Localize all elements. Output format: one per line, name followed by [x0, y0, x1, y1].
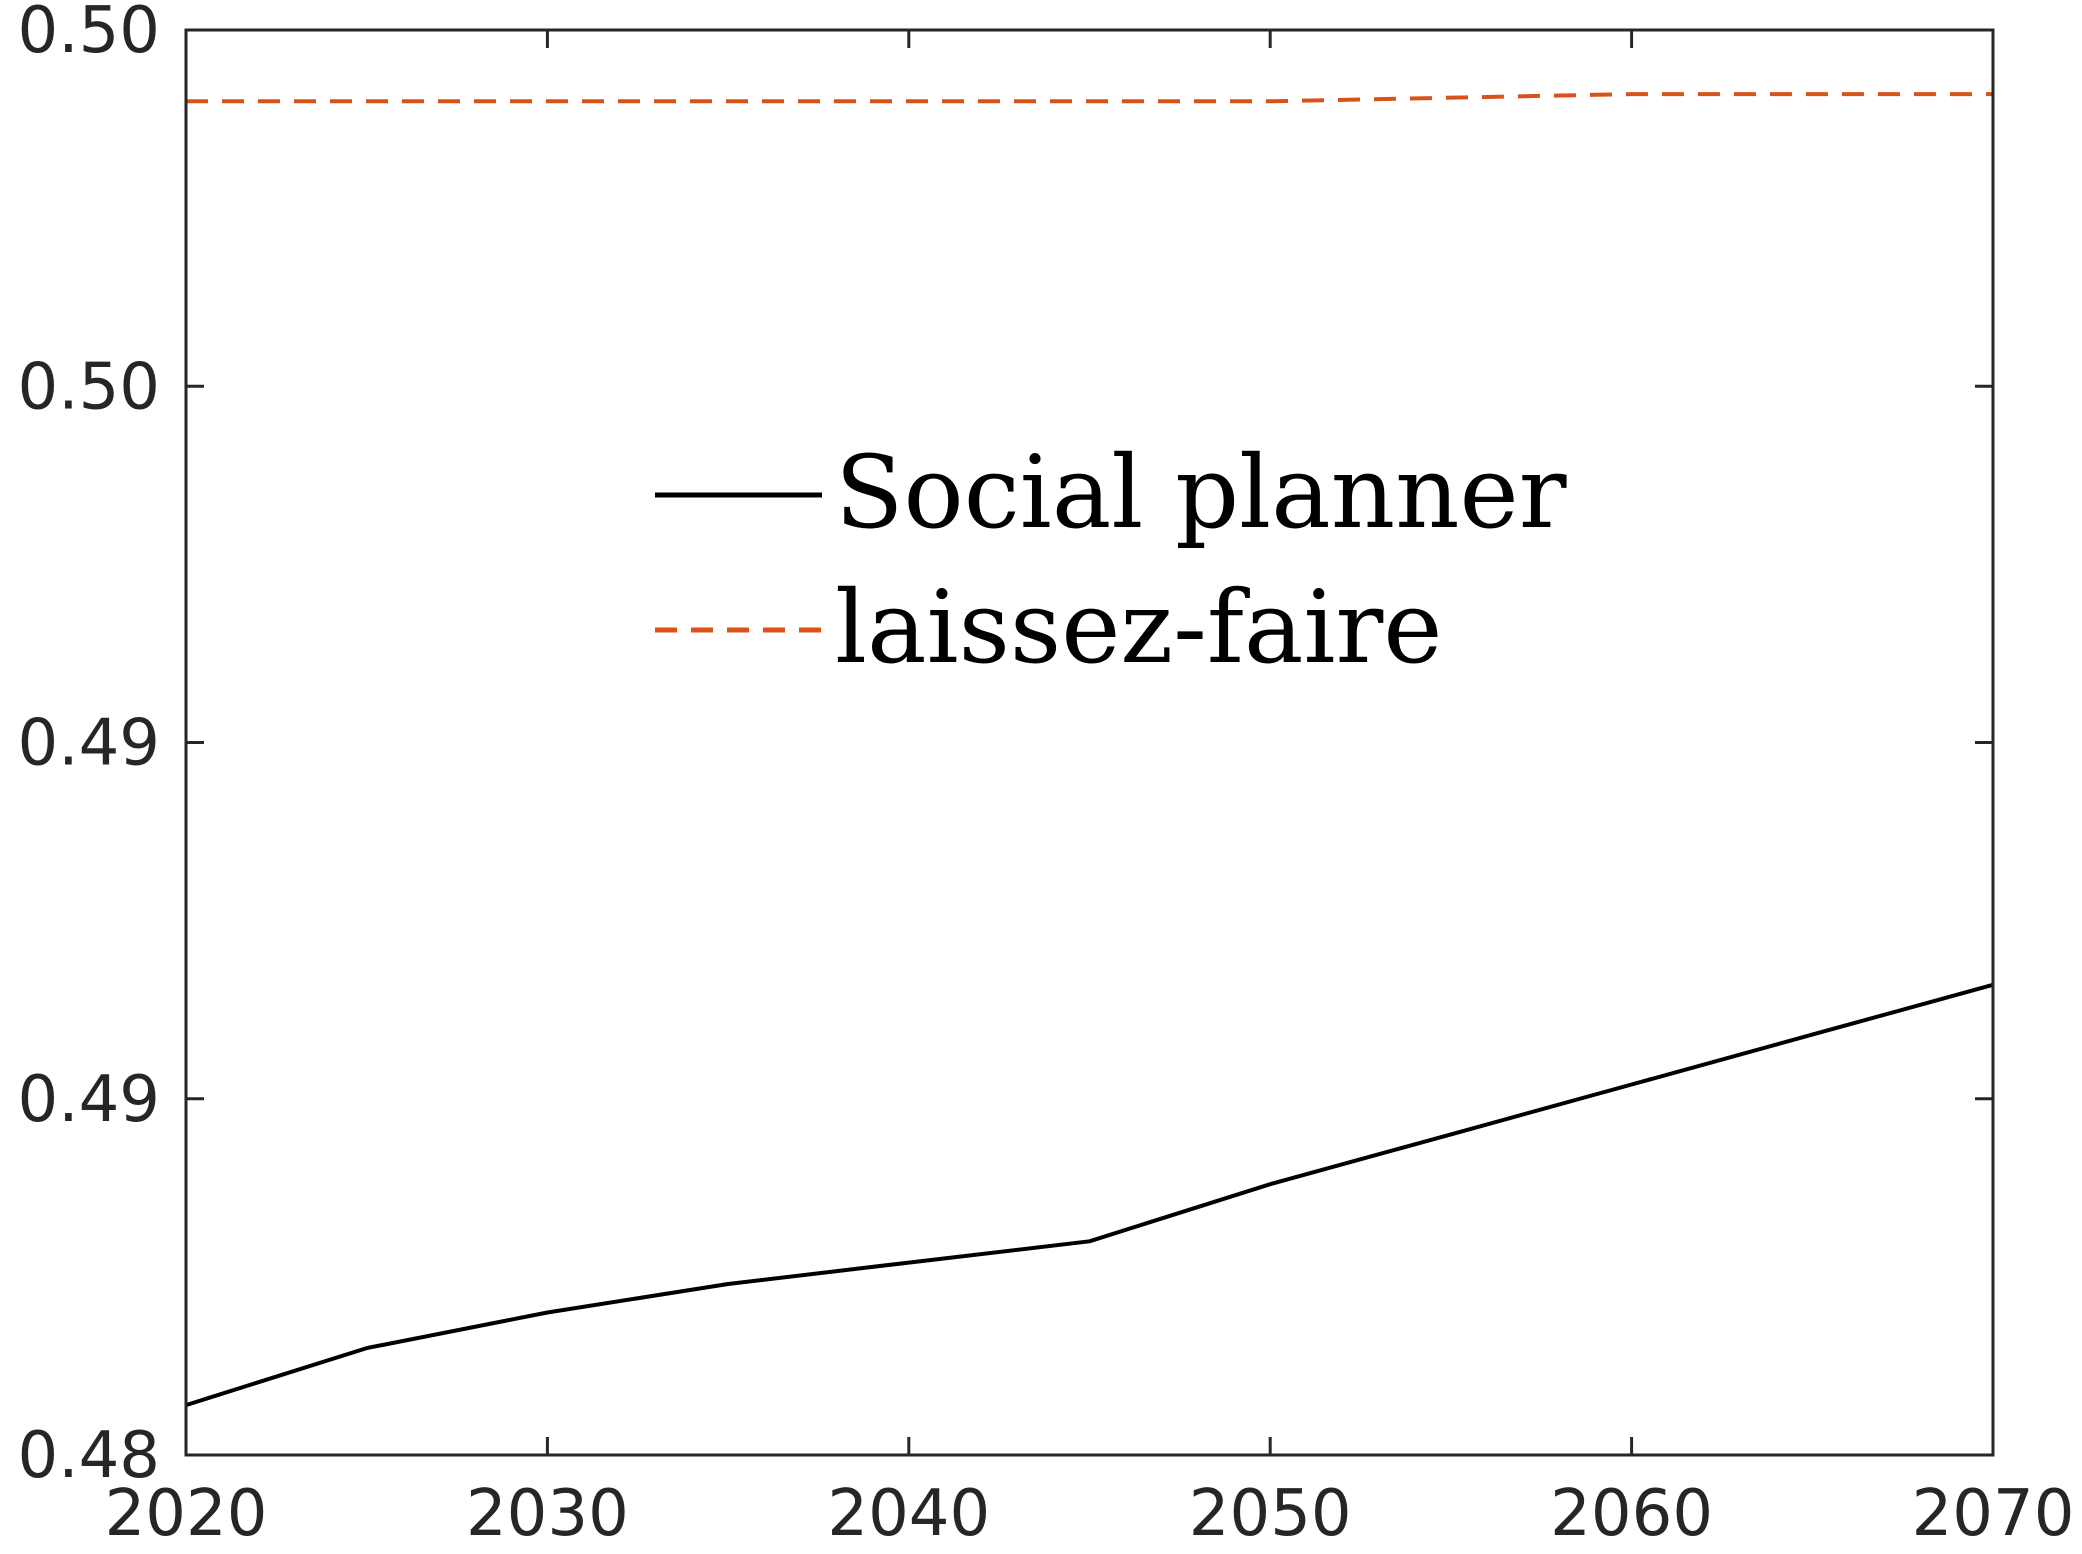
series-layer — [185, 92, 1994, 1408]
y-tick-label: 0.50 — [18, 350, 161, 424]
legend: Social planner laissez-faire — [655, 434, 1567, 686]
x-tick-label: 2060 — [1550, 1477, 1713, 1551]
x-tick-label: 2040 — [827, 1477, 990, 1551]
y-tick-label: 0.49 — [18, 1063, 161, 1137]
x-tick-label: 2030 — [466, 1477, 629, 1551]
legend-label-1: Social planner — [835, 434, 1567, 551]
series-line-laissez-faire — [186, 92, 1993, 104]
y-tick-label: 0.50 — [18, 0, 161, 68]
series-line-social-planner — [185, 982, 1994, 1408]
x-tick-label: 2050 — [1189, 1477, 1352, 1551]
x-tick-label: 2020 — [105, 1477, 268, 1551]
x-tick-label: 2070 — [1912, 1477, 2075, 1551]
y-tick-label: 0.49 — [18, 707, 161, 781]
y-tick-label: 0.48 — [18, 1419, 161, 1493]
legend-label-2: laissez-faire — [835, 569, 1442, 686]
axis-ticks: 2020 2030 2040 2050 2060 2070 0.48 0.49 0.49 0.50… — [18, 0, 2075, 1551]
